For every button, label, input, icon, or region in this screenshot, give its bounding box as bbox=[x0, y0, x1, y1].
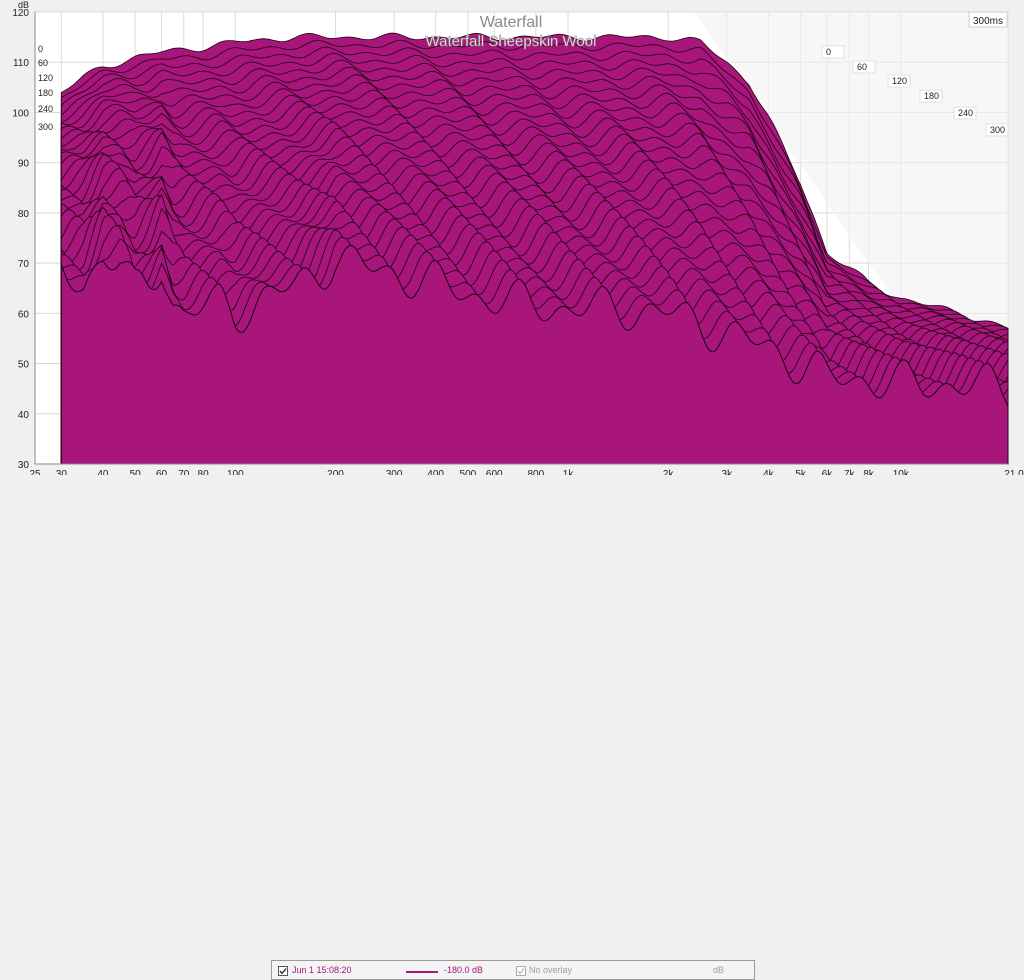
y-tick-label: 120 bbox=[12, 8, 29, 19]
time-tick-label-right: 180 bbox=[924, 91, 939, 101]
y-tick-label: 80 bbox=[18, 209, 30, 220]
time-tick-label-right: 120 bbox=[892, 76, 907, 86]
status-bar: Jun 1 15:08:20 -180.0 dB No overlay dB bbox=[0, 479, 1024, 980]
time-tick-label-right: 0 bbox=[826, 47, 831, 57]
chart-subtitle: Waterfall Sheepskin Wool bbox=[426, 33, 597, 50]
x-tick-label: 50 bbox=[130, 469, 142, 475]
y-tick-label: 40 bbox=[18, 410, 30, 421]
time-tick-label-left: 300 bbox=[38, 122, 53, 132]
time-tick-box-right bbox=[953, 106, 977, 120]
x-tick-label: 100 bbox=[227, 469, 244, 475]
x-tick-label: 500 bbox=[460, 469, 477, 475]
x-tick-label: 21.0k Hz bbox=[1004, 469, 1024, 475]
time-tick-label-right: 240 bbox=[958, 108, 973, 118]
time-unit-label: 300ms bbox=[973, 16, 1003, 27]
x-tick-label: 1k bbox=[563, 469, 575, 475]
overlay-checkbox[interactable] bbox=[516, 966, 526, 976]
x-tick-label: 400 bbox=[427, 469, 444, 475]
x-tick-label: 7k bbox=[844, 469, 856, 475]
waterfall-slice bbox=[60, 244, 1009, 465]
y-tick-label: 30 bbox=[18, 460, 30, 471]
overlay-label: No overlay bbox=[529, 965, 573, 975]
series-name: Jun 1 15:08:20 bbox=[292, 965, 352, 975]
time-tick-label-right: 60 bbox=[857, 62, 867, 72]
x-tick-label: 30 bbox=[56, 469, 68, 475]
y-tick-label: 60 bbox=[18, 309, 30, 320]
time-tick-box-right bbox=[887, 74, 911, 88]
time-tick-box-right bbox=[852, 60, 876, 74]
x-tick-label: 600 bbox=[486, 469, 503, 475]
time-tick-label-left: 240 bbox=[38, 104, 53, 114]
x-tick-label: 40 bbox=[97, 469, 109, 475]
x-tick-label: 8k bbox=[863, 469, 875, 475]
x-tick-label: 10k bbox=[893, 469, 910, 475]
x-tick-label: 25 bbox=[29, 469, 41, 475]
x-tick-label: 60 bbox=[156, 469, 168, 475]
x-tick-label: 200 bbox=[327, 469, 344, 475]
y-tick-label: 90 bbox=[18, 159, 30, 170]
series-color-swatch bbox=[406, 971, 438, 973]
time-tick-box-right bbox=[919, 89, 943, 103]
time-tick-box-right bbox=[821, 45, 845, 59]
y-tick-label: 50 bbox=[18, 360, 30, 371]
time-tick-label-left: 180 bbox=[38, 88, 53, 98]
time-tick-label-left: 0 bbox=[38, 44, 43, 54]
overlay-unit: dB bbox=[713, 965, 725, 975]
x-tick-label: 3k bbox=[722, 469, 734, 475]
x-tick-label: 4k bbox=[763, 469, 775, 475]
x-tick-label: 300 bbox=[386, 469, 403, 475]
y-tick-label: 110 bbox=[13, 58, 29, 69]
x-tick-label: 70 bbox=[178, 469, 190, 475]
chart-title: Waterfall bbox=[480, 14, 543, 31]
x-tick-label: 5k bbox=[795, 469, 807, 475]
time-tick-label-right: 300 bbox=[990, 125, 1005, 135]
y-axis-label: dB bbox=[18, 0, 29, 10]
legend-bar: Jun 1 15:08:20 -180.0 dB No overlay dB bbox=[271, 960, 755, 980]
waterfall-slices bbox=[60, 32, 1009, 465]
time-unit-label-box: 300ms bbox=[968, 11, 1008, 28]
x-tick-label: 80 bbox=[198, 469, 210, 475]
x-tick-label: 6k bbox=[822, 469, 834, 475]
x-tick-label: 800 bbox=[527, 469, 544, 475]
series-checkbox[interactable] bbox=[278, 966, 288, 976]
time-tick-label-left: 120 bbox=[38, 73, 53, 83]
time-tick-box-right bbox=[985, 123, 1009, 137]
y-tick-label: 100 bbox=[12, 108, 29, 119]
x-tick-label: 2k bbox=[663, 469, 675, 475]
y-tick-label: 70 bbox=[18, 259, 30, 270]
time-tick-label-left: 60 bbox=[38, 58, 48, 68]
series-value: -180.0 dB bbox=[444, 965, 484, 975]
